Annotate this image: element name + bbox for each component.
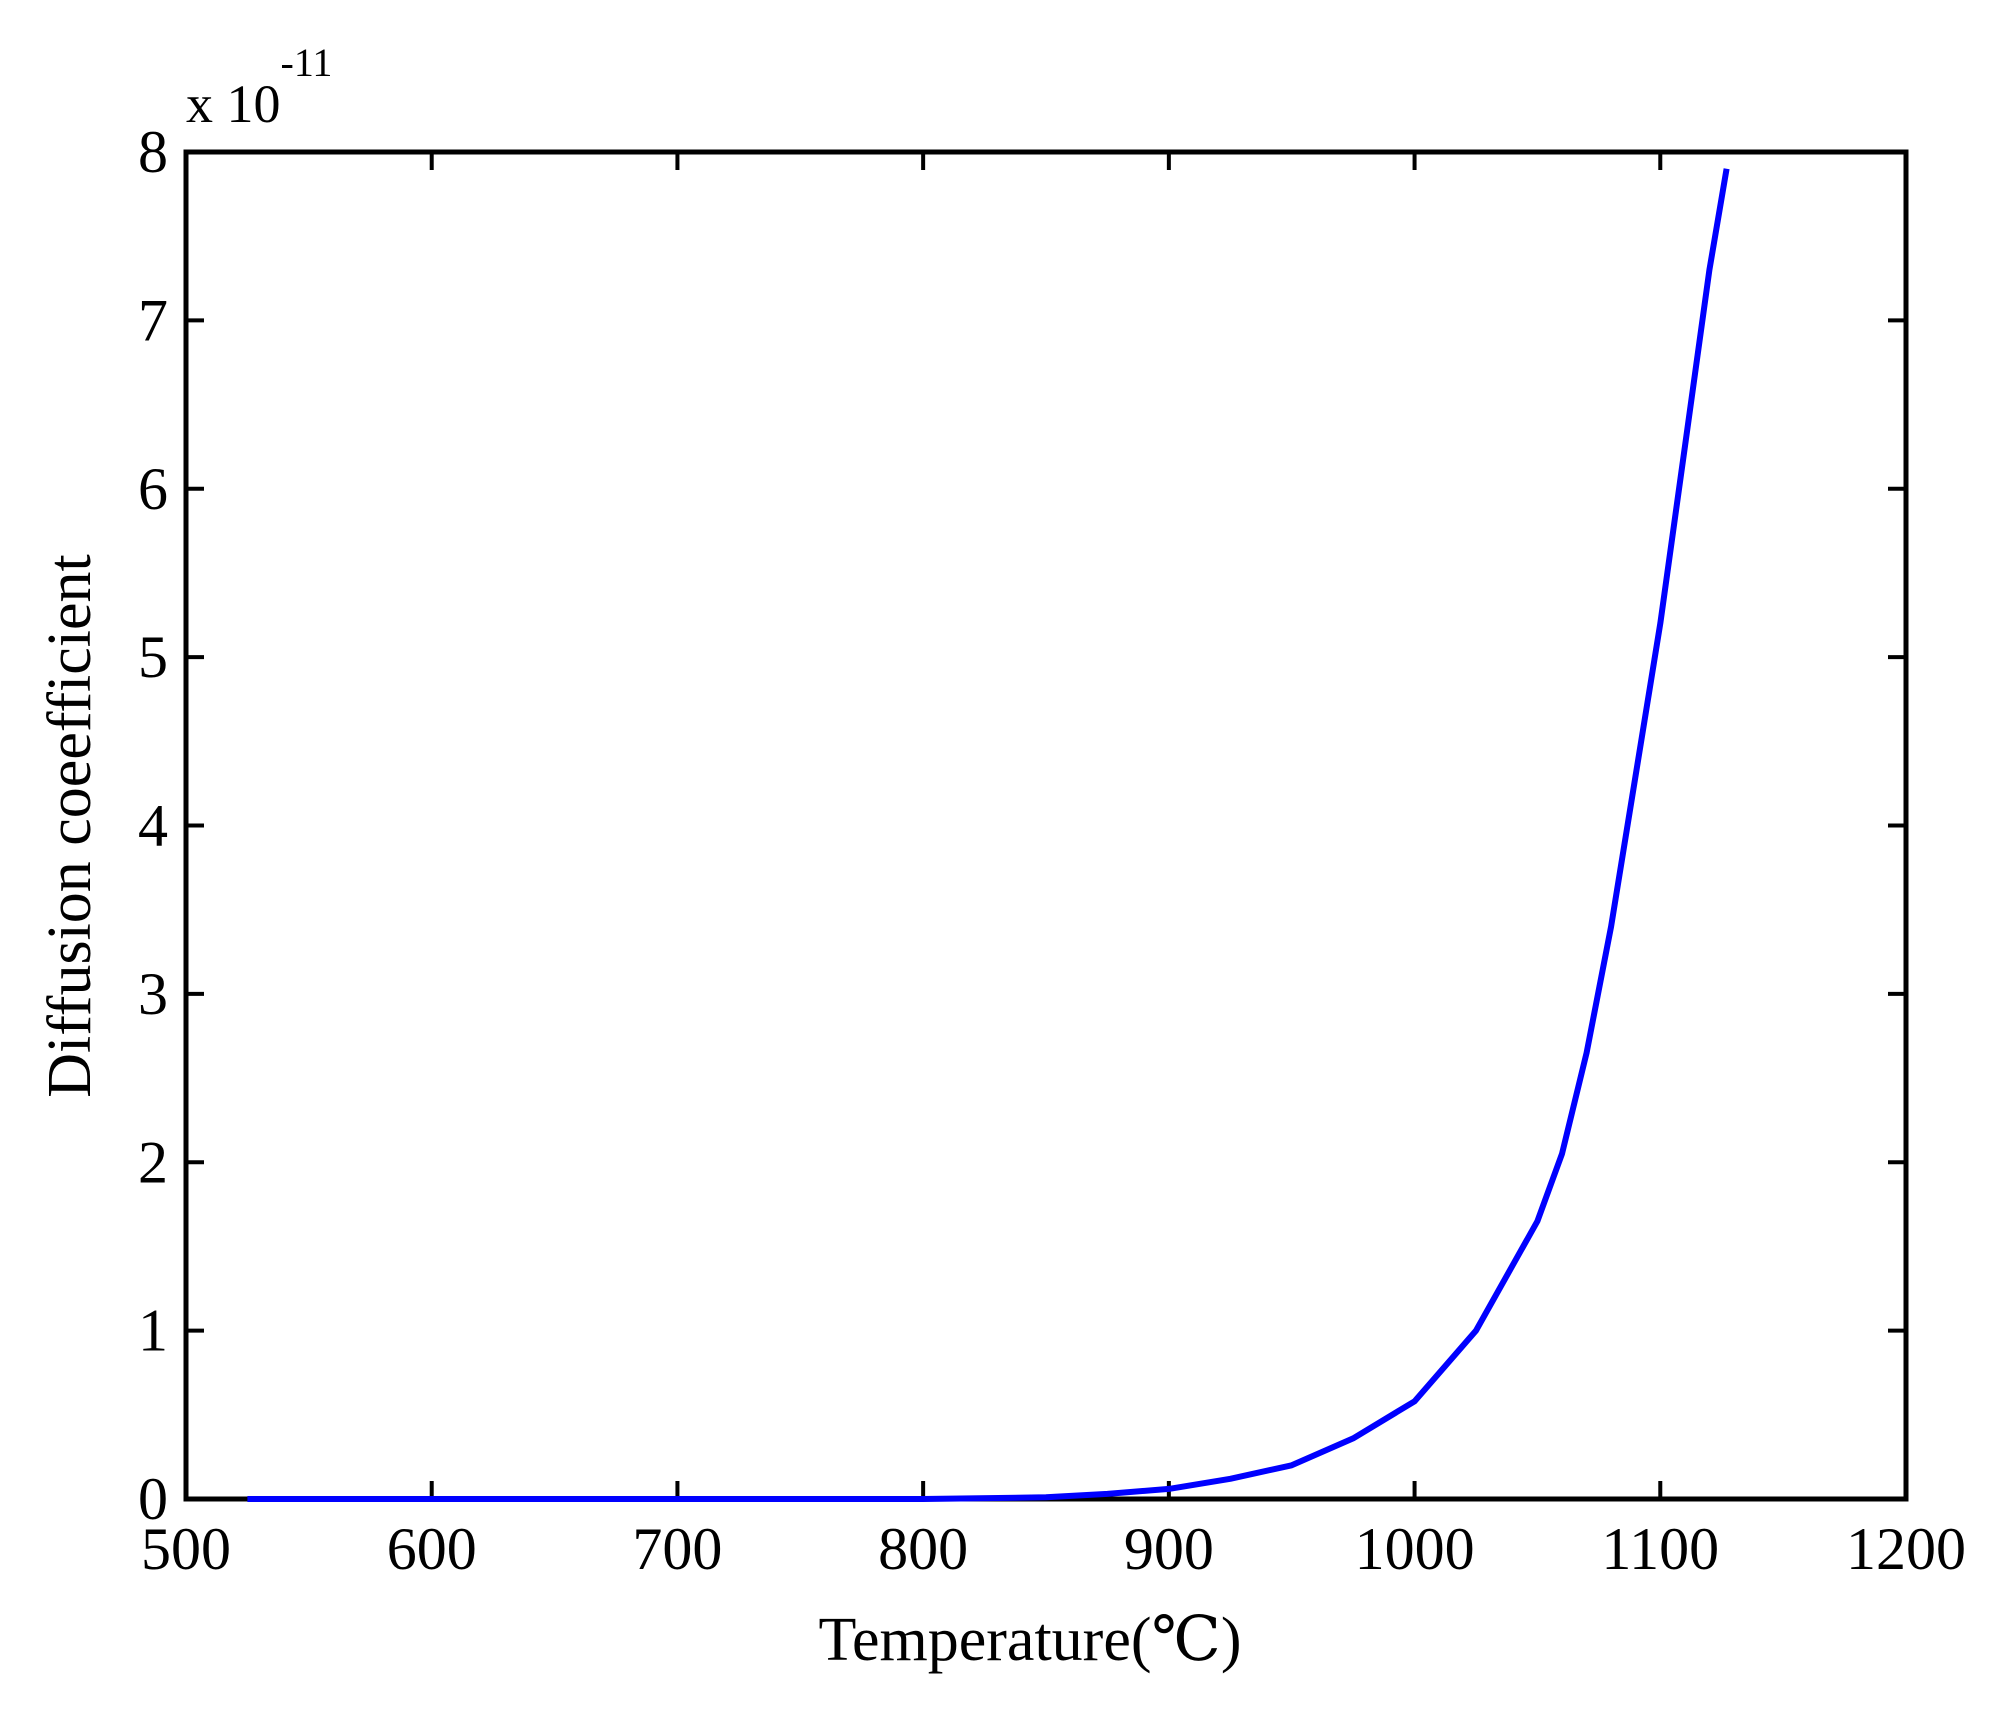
- data-series: [247, 168, 1730, 1502]
- x-tick-labels: 500 600 700 800 900 1000 1100 1200: [141, 1516, 1966, 1582]
- y-tick-label: 8: [138, 119, 168, 185]
- y-tick-label: 0: [138, 1466, 168, 1532]
- x-tick-label: 900: [1124, 1516, 1214, 1582]
- x-tick-label: 1000: [1355, 1516, 1475, 1582]
- y-tick-label: 6: [138, 456, 168, 522]
- y-tick-label: 3: [138, 961, 168, 1027]
- x-tick-label: 1100: [1601, 1516, 1719, 1582]
- x-tick-label: 700: [632, 1516, 722, 1582]
- y-tick-labels: 0 1 2 3 4 5 6 7 8: [138, 119, 168, 1532]
- y-tick-label: 5: [138, 624, 168, 690]
- y-multiplier-base: x 10: [186, 74, 281, 134]
- y-axis-label: Diffusion coeefficient: [36, 554, 104, 1097]
- axis-ticks: [184, 150, 1908, 1501]
- series-line-0: [247, 168, 1730, 1502]
- x-tick-label: 500: [141, 1516, 231, 1582]
- plot-frame: [183, 149, 1909, 1502]
- y-tick-label: 4: [138, 793, 168, 859]
- y-tick-label: 2: [138, 1129, 168, 1195]
- y-tick-label: 1: [138, 1298, 168, 1364]
- x-axis-label: Temperature(℃): [818, 1606, 1241, 1674]
- y-multiplier-exponent: -11: [281, 40, 333, 85]
- y-tick-label: 7: [138, 287, 168, 353]
- y-axis-multiplier: x 10-11: [186, 40, 332, 134]
- x-tick-label: 1200: [1846, 1516, 1966, 1582]
- x-tick-label: 600: [387, 1516, 477, 1582]
- x-tick-label: 800: [878, 1516, 968, 1582]
